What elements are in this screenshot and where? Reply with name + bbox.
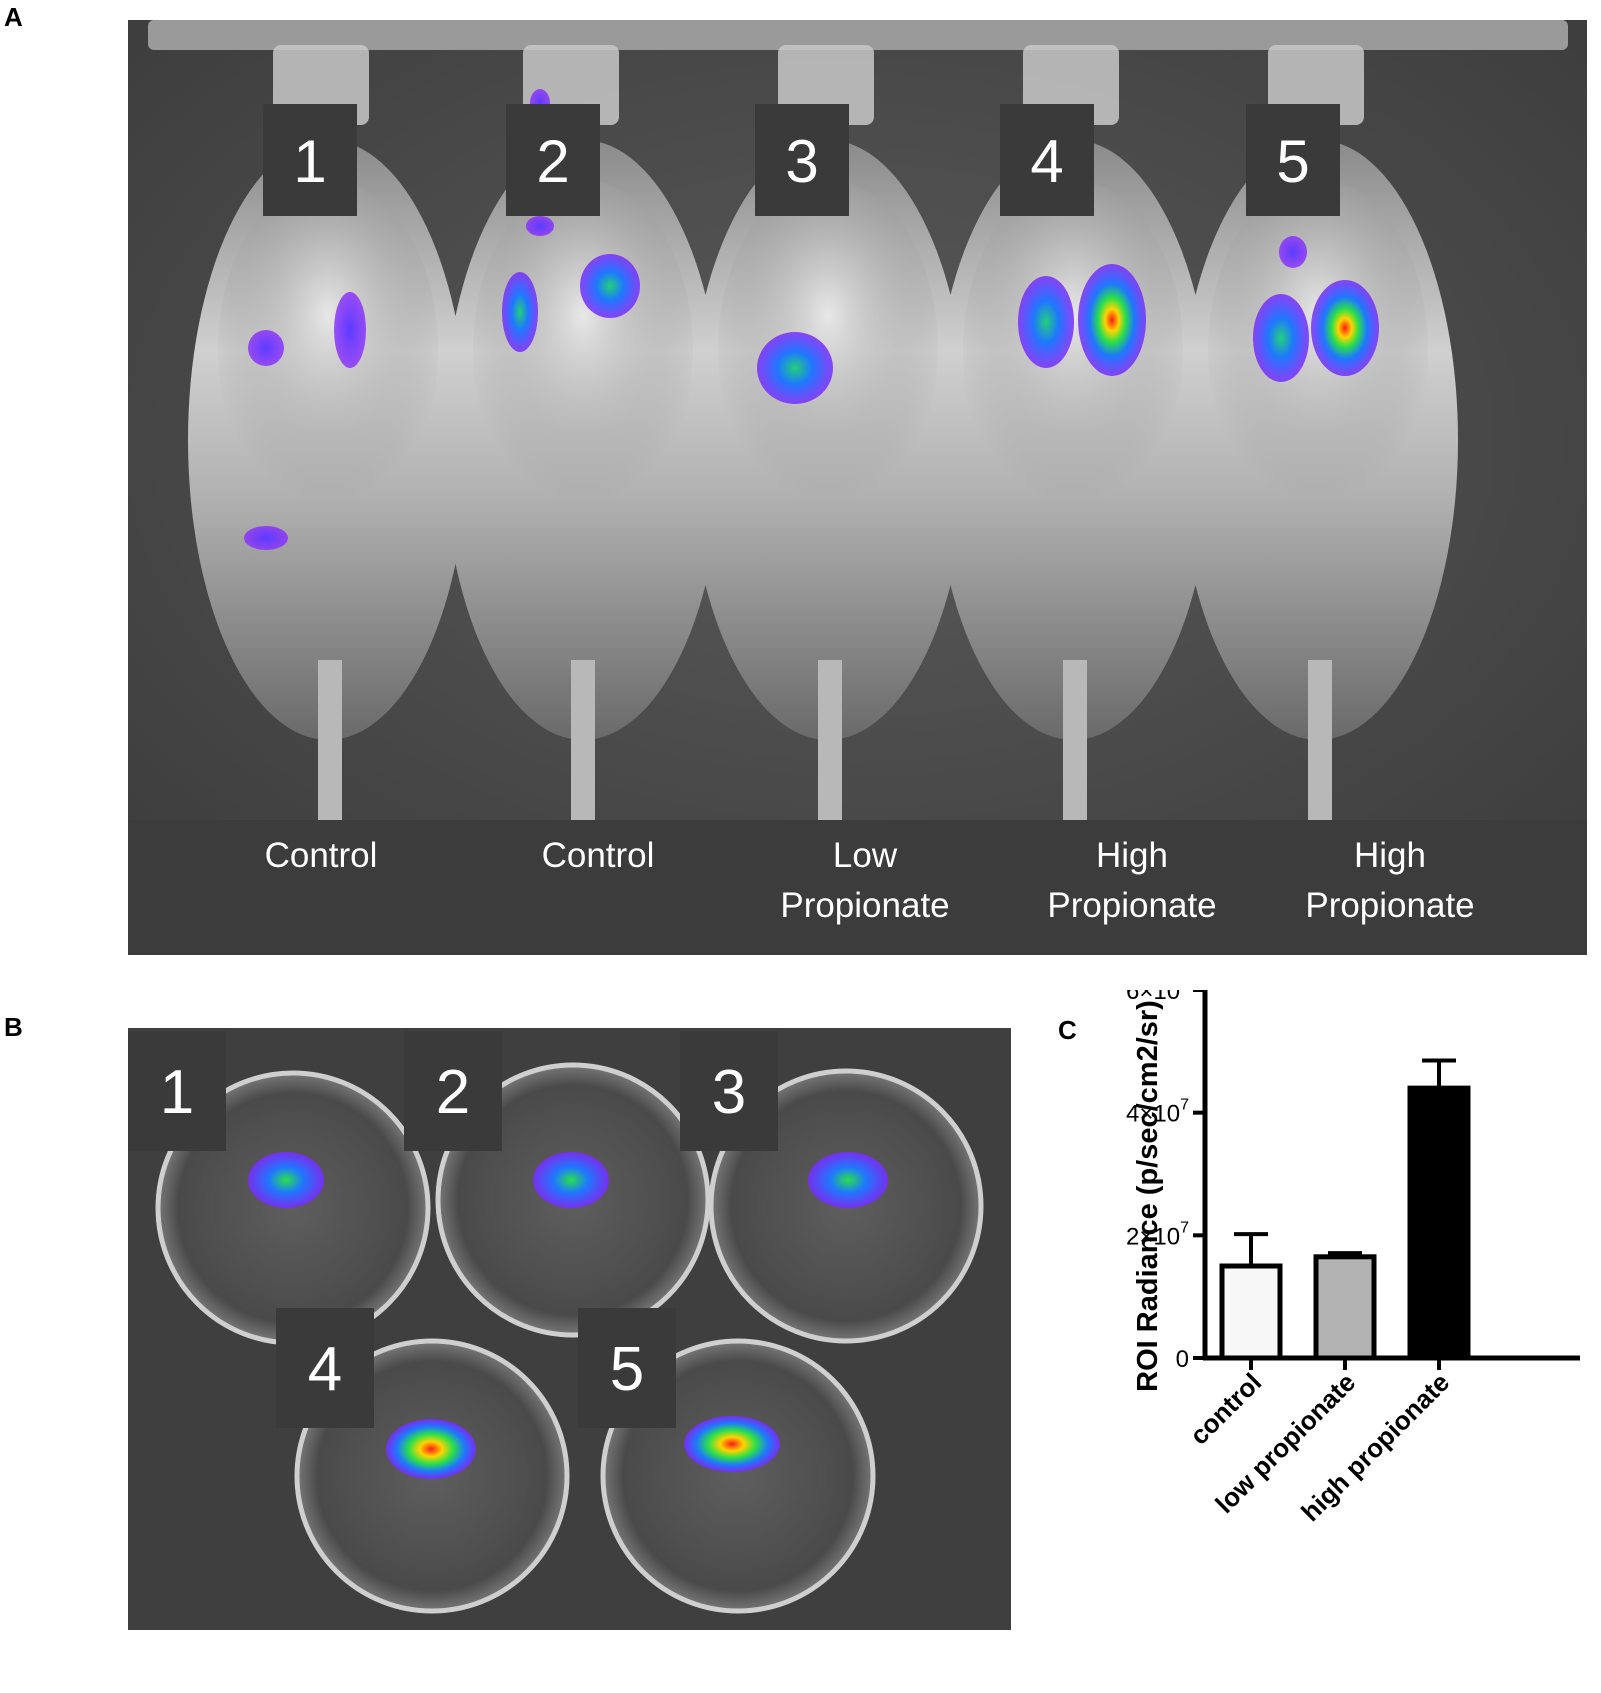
dish-number-2: 2 — [436, 1058, 470, 1127]
y-tick-label: 0 — [1176, 1346, 1189, 1373]
y-tick-label: 2×107 — [1126, 1219, 1189, 1250]
y-axis-label: ROI Radiance (p/sec/cm2/sr) — [1132, 1000, 1164, 1392]
mouse-number-1: 1 — [293, 128, 326, 195]
group-label-banner — [128, 820, 1587, 955]
bar-low-propionate — [1313, 1254, 1377, 1361]
mice-image-svg: 1 2 3 4 5 Control Control Low Propionate… — [128, 20, 1587, 955]
dish-number-1: 1 — [160, 1058, 194, 1127]
panel-letter-c: C — [1058, 1015, 1077, 1045]
dish-number-3: 3 — [712, 1058, 746, 1127]
group-label-4-line2: Propionate — [1047, 886, 1216, 925]
dishes-image-svg: 1 2 3 4 5 — [128, 1028, 1011, 1630]
mouse-number-3: 3 — [785, 128, 818, 195]
panel-letter-b: B — [4, 1012, 23, 1042]
mouse-number-5: 5 — [1276, 128, 1309, 195]
organ-signals — [248, 1152, 888, 1479]
panel-letter-a: A — [4, 2, 23, 32]
group-label-5-line1: High — [1354, 836, 1426, 875]
panel-a-mice-image: 1 2 3 4 5 Control Control Low Propionate… — [128, 20, 1587, 955]
mouse-4 — [933, 140, 1213, 840]
dish-number-5: 5 — [610, 1335, 644, 1404]
group-label-2-line1: Control — [542, 836, 655, 875]
bar-high-propionate — [1407, 1085, 1471, 1361]
group-label-5-line2: Propionate — [1305, 886, 1474, 925]
mouse-number-4: 4 — [1030, 128, 1063, 195]
bar-control — [1219, 1263, 1283, 1361]
mouse-3 — [688, 140, 968, 840]
mouse-silhouettes — [188, 140, 1458, 840]
dish-number-4: 4 — [308, 1335, 342, 1404]
group-label-3-line2: Propionate — [780, 886, 949, 925]
x-tick-label-control: control — [1184, 1367, 1268, 1451]
group-label-3-line1: Low — [833, 836, 898, 875]
dish-number-boxes — [128, 1031, 778, 1428]
y-tick-label: 4×107 — [1126, 1097, 1189, 1128]
mouse-1 — [188, 140, 468, 840]
group-label-4-line1: High — [1096, 836, 1168, 875]
group-label-1-line1: Control — [265, 836, 378, 875]
panel-b-dishes-image: 1 2 3 4 5 — [128, 1028, 1011, 1630]
mouse-number-boxes — [263, 104, 1340, 216]
mouse-number-2: 2 — [536, 128, 569, 195]
bioluminescence-signals — [244, 89, 1379, 550]
